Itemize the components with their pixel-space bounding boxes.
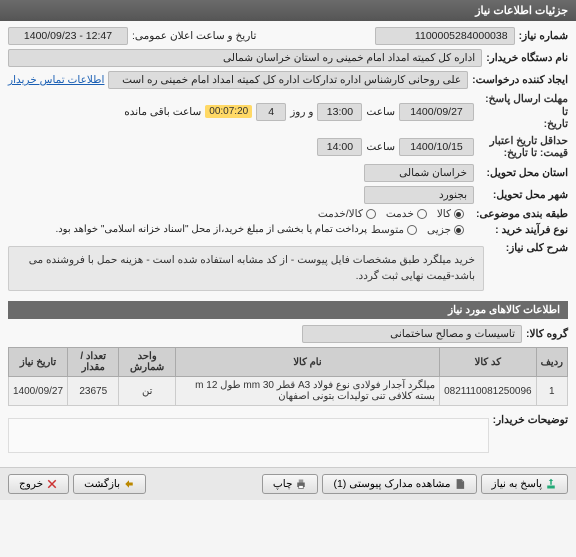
col-name: نام کالا [175,348,439,377]
radio-khadamat-label: خدمت [386,208,414,220]
attachments-button[interactable]: مشاهده مدارک پیوستی (1) [322,474,476,494]
radio-dot-icon [454,225,464,235]
process-radio-group: جزیی متوسط [371,224,464,236]
category-label: طبقه بندی موضوعی: [468,208,568,220]
validity-date: 1400/10/15 [399,138,474,156]
remain-days: 4 [256,103,286,121]
deadline-label-1: مهلت ارسال پاسخ: تا [485,93,568,118]
buyer-notes-box [8,418,489,453]
desc-label: شرح کلی نیاز: [488,242,568,254]
table-header-row: ردیف کد کالا نام کالا واحد شمارش تعداد /… [9,348,568,377]
cell-unit: تن [119,377,176,406]
process-note: پرداخت تمام یا بخشی از مبلغ خرید،از محل … [55,224,367,235]
page-title: جزئیات اطلاعات نیاز [0,0,576,21]
radio-dot-icon [454,209,464,219]
need-no-value: 1100005284000038 [375,27,515,45]
validity-time-label: ساعت [366,141,395,153]
buyer-org-label: نام دستگاه خریدار: [486,52,568,64]
city-value: بجنورد [364,186,474,204]
print-button[interactable]: چاپ [262,474,319,494]
radio-both-label: کالا/خدمت [318,208,363,220]
cell-name: میلگرد آجدار فولادی نوع فولاد A3 قطر 30 … [175,377,439,406]
form-area: شماره نیاز: 1100005284000038 تاریخ و ساع… [0,21,576,467]
attachments-button-label: مشاهده مدارک پیوستی (1) [333,478,450,490]
validity-label: حداقل تاریخ اعتبار قیمت: تا تاریخ: [478,135,568,160]
need-no-label: شماره نیاز: [519,30,568,42]
print-button-label: چاپ [273,478,293,490]
col-unit: واحد شمارش [119,348,176,377]
main-container: جزئیات اطلاعات نیاز شماره نیاز: 11000052… [0,0,576,500]
category-radio-group: کالا خدمت کالا/خدمت [318,208,464,220]
deadline-time-label: ساعت [366,106,395,118]
cell-code: 0821110081250096 [440,377,537,406]
remain-time-badge: 00:07:20 [205,105,252,118]
requester-value: علی روحانی کارشناس اداره تدارکات اداره ک… [108,71,468,89]
radio-dot-icon [417,209,427,219]
deadline-time: 13:00 [317,103,362,121]
cell-date: 1400/09/27 [9,377,68,406]
announce-dt-label: تاریخ و ساعت اعلان عمومی: [132,30,256,42]
print-icon [295,478,307,490]
back-icon [123,478,135,490]
reply-button-label: پاسخ به نیاز [492,478,542,490]
radio-kala-label: کالا [437,208,451,220]
radio-both[interactable]: کالا/خدمت [318,208,376,220]
radio-partial[interactable]: جزیی [427,224,464,236]
province-value: خراسان شمالی [364,164,474,182]
items-table: ردیف کد کالا نام کالا واحد شمارش تعداد /… [8,347,568,406]
radio-khadamat[interactable]: خدمت [386,208,427,220]
buyer-org-value: اداره کل کمیته امداد امام خمینی ره استان… [8,49,482,67]
deadline-label-2: تاریخ: [544,118,568,130]
button-bar: پاسخ به نیاز مشاهده مدارک پیوستی (1) چاپ… [0,467,576,500]
radio-medium-label: متوسط [371,224,404,236]
back-button[interactable]: بازگشت [73,474,146,494]
col-row: ردیف [536,348,567,377]
province-label: استان محل تحویل: [478,167,568,179]
process-label: نوع فرآیند خرید : [468,224,568,236]
exit-button[interactable]: خروج [8,474,69,494]
group-value: تاسیسات و مصالح ساختمانی [302,325,522,343]
requester-label: ایجاد کننده درخواست: [472,74,568,86]
attachment-icon [454,478,466,490]
table-row[interactable]: 1 0821110081250096 میلگرد آجدار فولادی ن… [9,377,568,406]
validity-time: 14:00 [317,138,362,156]
reply-button[interactable]: پاسخ به نیاز [481,474,568,494]
contact-link[interactable]: اطلاعات تماس خریدار [8,74,104,86]
radio-partial-label: جزیی [427,224,451,236]
radio-kala[interactable]: کالا [437,208,464,220]
remain-days-label: و روز [290,106,313,118]
deadline-label: مهلت ارسال پاسخ: تا تاریخ: [478,93,568,131]
announce-dt-value: 1400/09/23 - 12:47 [8,27,128,45]
radio-medium[interactable]: متوسط [371,224,417,236]
cell-qty: 23675 [68,377,119,406]
back-button-label: بازگشت [84,478,120,490]
reply-icon [545,478,557,490]
desc-box: خرید میلگرد طبق مشخصات فایل پیوست - از ک… [8,246,484,292]
validity-label-2: قیمت: تا تاریخ: [504,147,568,159]
validity-label-1: حداقل تاریخ اعتبار [490,135,568,147]
cell-row: 1 [536,377,567,406]
col-code: کد کالا [440,348,537,377]
col-qty: تعداد / مقدار [68,348,119,377]
exit-icon [46,478,58,490]
items-header: اطلاعات کالاهای مورد نیاز [8,301,568,319]
radio-dot-icon [366,209,376,219]
deadline-date: 1400/09/27 [399,103,474,121]
radio-dot-icon [407,225,417,235]
buyer-notes-label: توضیحات خریدار: [493,414,568,426]
group-label: گروه کالا: [526,328,568,340]
col-date: تاریخ نیاز [9,348,68,377]
remain-time-label: ساعت باقی مانده [124,106,201,118]
exit-button-label: خروج [19,478,43,490]
city-label: شهر محل تحویل: [478,189,568,201]
